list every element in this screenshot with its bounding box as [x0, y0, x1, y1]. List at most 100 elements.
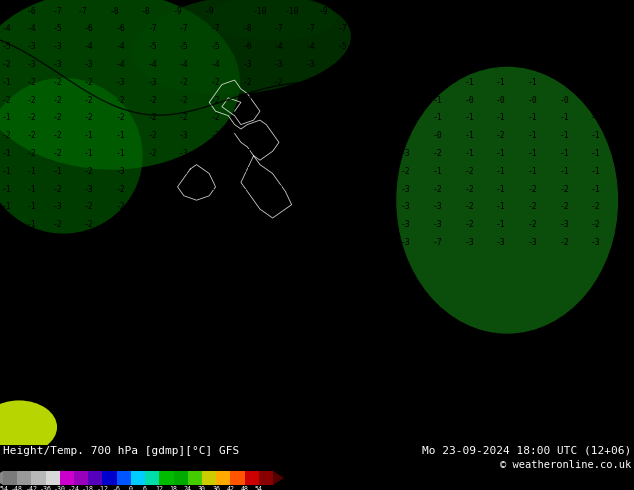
Text: -1: -1 — [432, 96, 443, 104]
Text: -1: -1 — [115, 131, 126, 140]
Text: -1: -1 — [27, 238, 37, 247]
Text: -2: -2 — [432, 78, 443, 87]
Bar — [60, 471, 74, 485]
Text: -5: -5 — [432, 24, 443, 33]
Text: -0: -0 — [464, 96, 474, 104]
Text: -3: -3 — [210, 131, 221, 140]
Text: -2: -2 — [306, 113, 316, 122]
Text: -2: -2 — [1, 131, 11, 140]
Text: -1: -1 — [84, 149, 94, 158]
Text: -3: -3 — [369, 167, 379, 176]
Text: -7: -7 — [77, 7, 87, 16]
Text: -0: -0 — [496, 96, 506, 104]
Text: -8: -8 — [109, 7, 119, 16]
Text: -2: -2 — [559, 60, 569, 69]
Text: -8: -8 — [451, 7, 462, 16]
Text: -2: -2 — [115, 238, 126, 247]
Text: -2: -2 — [27, 78, 37, 87]
Text: -4: -4 — [369, 42, 379, 51]
Bar — [202, 471, 216, 485]
Text: -2: -2 — [179, 220, 189, 229]
Text: -2: -2 — [210, 96, 221, 104]
Text: -2: -2 — [274, 113, 284, 122]
Text: 18: 18 — [169, 486, 178, 490]
Text: -2: -2 — [464, 60, 474, 69]
Text: -3: -3 — [306, 60, 316, 69]
Text: -2: -2 — [84, 167, 94, 176]
Text: -3: -3 — [337, 78, 347, 87]
Text: -9: -9 — [420, 7, 430, 16]
Text: -2: -2 — [496, 131, 506, 140]
Text: -1: -1 — [179, 202, 189, 211]
Text: -5: -5 — [52, 24, 62, 33]
Text: -2: -2 — [432, 185, 443, 194]
Text: -0: -0 — [559, 96, 569, 104]
Text: -2: -2 — [242, 78, 252, 87]
Text: -0: -0 — [527, 96, 538, 104]
Text: -2: -2 — [115, 113, 126, 122]
Text: -3: -3 — [337, 60, 347, 69]
Text: -3: -3 — [401, 202, 411, 211]
Text: -2: -2 — [210, 113, 221, 122]
Bar — [88, 471, 103, 485]
Text: -4: -4 — [597, 7, 607, 16]
Text: -3: -3 — [369, 202, 379, 211]
Text: -2: -2 — [306, 185, 316, 194]
Text: -2: -2 — [179, 185, 189, 194]
Text: -1: -1 — [1, 167, 11, 176]
Bar — [145, 471, 159, 485]
Polygon shape — [0, 471, 3, 485]
Text: -1: -1 — [1, 113, 11, 122]
Text: -2: -2 — [527, 220, 538, 229]
Text: -2: -2 — [242, 131, 252, 140]
Text: -1: -1 — [27, 167, 37, 176]
Text: -6: -6 — [527, 7, 538, 16]
Text: -2: -2 — [84, 78, 94, 87]
Text: -2: -2 — [147, 202, 157, 211]
Text: -2: -2 — [84, 238, 94, 247]
Text: -2: -2 — [210, 238, 221, 247]
Text: -4: -4 — [591, 24, 601, 33]
Text: -30: -30 — [54, 486, 66, 490]
Text: -5: -5 — [1, 42, 11, 51]
Text: -2: -2 — [84, 96, 94, 104]
Text: -4: -4 — [1, 24, 11, 33]
Text: -1: -1 — [27, 185, 37, 194]
Text: -3: -3 — [401, 149, 411, 158]
Text: -4: -4 — [496, 42, 506, 51]
Text: -1: -1 — [559, 131, 569, 140]
Text: -3: -3 — [337, 167, 347, 176]
Text: -2: -2 — [115, 220, 126, 229]
Text: -1: -1 — [369, 96, 379, 104]
Text: -3: -3 — [527, 238, 538, 247]
Text: -2: -2 — [591, 220, 601, 229]
Text: -2: -2 — [27, 149, 37, 158]
Ellipse shape — [209, 0, 336, 40]
Text: -0: -0 — [591, 96, 601, 104]
Text: -2: -2 — [369, 238, 379, 247]
Text: -2: -2 — [464, 185, 474, 194]
Text: -1: -1 — [464, 113, 474, 122]
Text: -1: -1 — [337, 113, 347, 122]
Text: -24: -24 — [68, 486, 80, 490]
Text: -1: -1 — [84, 131, 94, 140]
Text: -2: -2 — [464, 202, 474, 211]
Text: -7: -7 — [306, 24, 316, 33]
Text: -1: -1 — [1, 78, 11, 87]
Text: -3: -3 — [401, 238, 411, 247]
Text: -3: -3 — [496, 238, 506, 247]
Ellipse shape — [0, 0, 240, 170]
Text: -1: -1 — [210, 202, 221, 211]
Text: -2: -2 — [464, 220, 474, 229]
Bar — [230, 471, 245, 485]
Bar — [17, 471, 32, 485]
Text: -1: -1 — [1, 202, 11, 211]
Text: -2: -2 — [274, 220, 284, 229]
Text: -1: -1 — [369, 113, 379, 122]
Text: -2: -2 — [52, 149, 62, 158]
Bar — [117, 471, 131, 485]
Text: -1: -1 — [559, 113, 569, 122]
Bar — [32, 471, 46, 485]
Text: -2: -2 — [1, 96, 11, 104]
Text: -3: -3 — [401, 185, 411, 194]
